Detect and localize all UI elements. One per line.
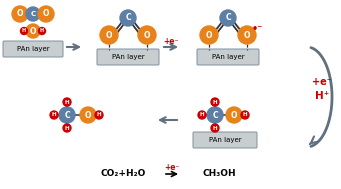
Text: O: O (43, 9, 49, 19)
Text: C: C (64, 111, 70, 119)
Text: O: O (206, 30, 212, 40)
Text: C: C (225, 13, 231, 22)
Circle shape (39, 28, 45, 35)
Text: H: H (65, 99, 69, 105)
Circle shape (26, 24, 40, 38)
Text: O: O (17, 9, 23, 19)
Circle shape (26, 7, 40, 21)
Circle shape (100, 26, 118, 44)
Circle shape (211, 98, 219, 106)
Text: H: H (213, 99, 217, 105)
Circle shape (80, 107, 96, 123)
Circle shape (211, 124, 219, 132)
Circle shape (241, 111, 249, 119)
FancyBboxPatch shape (3, 41, 63, 57)
Text: H⁺: H⁺ (315, 91, 329, 101)
Text: H: H (97, 112, 101, 118)
Circle shape (120, 10, 136, 26)
Circle shape (50, 111, 58, 119)
Text: +e⁻: +e⁻ (164, 163, 180, 171)
Circle shape (226, 107, 242, 123)
Text: CO₂+H₂O: CO₂+H₂O (100, 170, 146, 178)
Text: O: O (244, 30, 250, 40)
Text: PAn layer: PAn layer (209, 137, 241, 143)
Text: C: C (30, 11, 35, 17)
Text: PAn layer: PAn layer (112, 54, 144, 60)
Text: O: O (106, 30, 112, 40)
Circle shape (63, 98, 71, 106)
Text: H: H (243, 112, 247, 118)
FancyBboxPatch shape (97, 49, 159, 65)
Text: H: H (213, 125, 217, 130)
Circle shape (200, 26, 218, 44)
Text: H: H (52, 112, 56, 118)
Circle shape (38, 6, 54, 22)
Text: O: O (85, 111, 91, 119)
Text: H: H (40, 29, 44, 33)
Circle shape (59, 107, 75, 123)
Circle shape (198, 111, 206, 119)
Text: •⁻: •⁻ (251, 24, 263, 34)
Text: O: O (144, 30, 150, 40)
Text: PAn layer: PAn layer (212, 54, 244, 60)
Text: +e⁻: +e⁻ (312, 77, 332, 87)
Text: C: C (125, 13, 131, 22)
Circle shape (138, 26, 156, 44)
Text: H: H (22, 29, 26, 33)
Circle shape (63, 124, 71, 132)
Circle shape (220, 10, 236, 26)
Circle shape (95, 111, 103, 119)
Text: C: C (212, 111, 218, 119)
Text: CH₃OH: CH₃OH (202, 170, 236, 178)
Circle shape (207, 107, 223, 123)
Text: +e⁻: +e⁻ (163, 36, 179, 46)
Text: H: H (65, 125, 69, 130)
Text: O: O (231, 111, 237, 119)
Circle shape (238, 26, 256, 44)
FancyBboxPatch shape (193, 132, 257, 148)
FancyBboxPatch shape (197, 49, 259, 65)
Text: H: H (200, 112, 204, 118)
Text: O: O (30, 26, 36, 36)
Circle shape (20, 28, 28, 35)
Text: PAn layer: PAn layer (17, 46, 49, 52)
Circle shape (12, 6, 28, 22)
